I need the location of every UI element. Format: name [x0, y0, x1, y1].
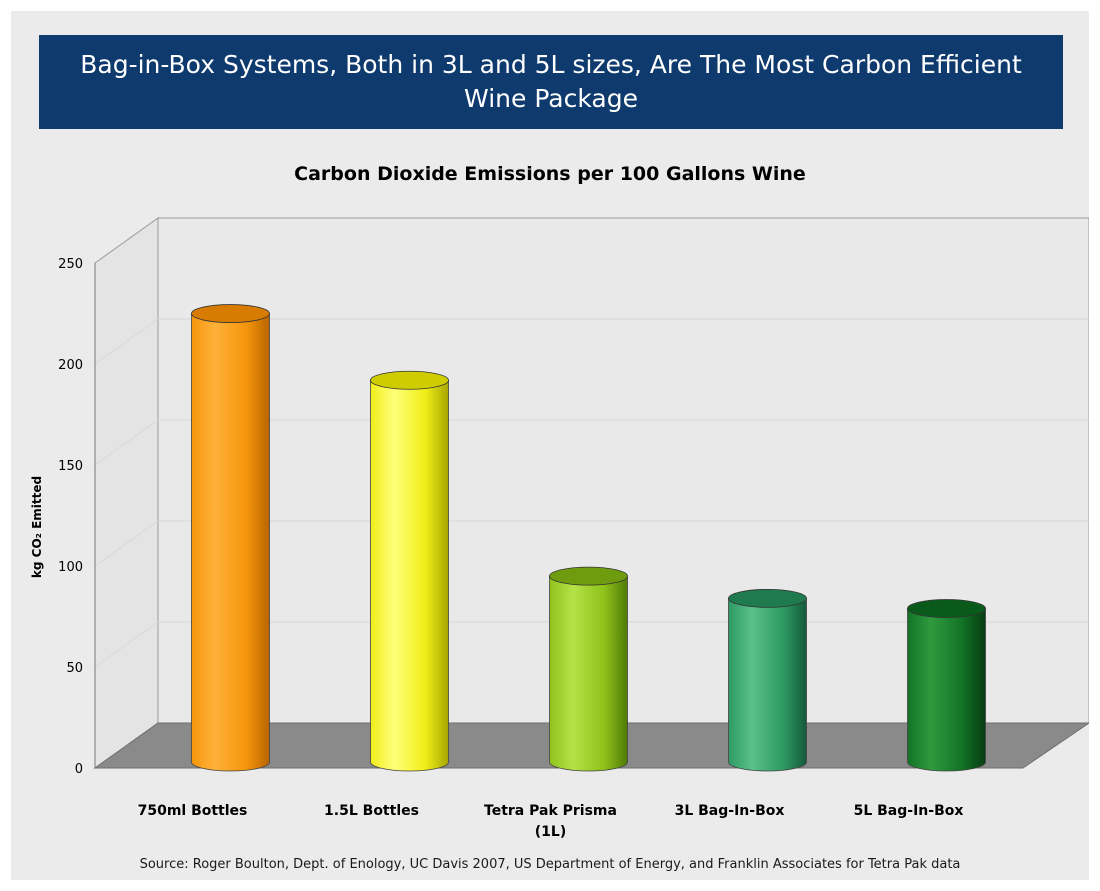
x-tick-label: Tetra Pak Prisma — [484, 803, 617, 819]
side-gridline — [94, 520, 159, 567]
chart-bars — [191, 304, 986, 772]
bar-2 — [549, 566, 628, 772]
title-banner: Bag-in-Box Systems, Both in 3L and 5L si… — [39, 35, 1063, 129]
source-note: Source: Roger Boulton, Dept. of Enology,… — [139, 857, 961, 872]
bar-body — [370, 379, 449, 772]
side-gridline — [94, 318, 159, 365]
y-tick-label: 100 — [58, 560, 83, 575]
bar-1 — [370, 370, 449, 772]
x-tick-label: 5L Bag-In-Box — [854, 803, 964, 819]
bar-top — [191, 304, 270, 323]
bar-body — [728, 597, 807, 772]
chart-title: Carbon Dioxide Emissions per 100 Gallons… — [294, 163, 806, 185]
y-tick-label: 200 — [58, 358, 83, 373]
x-tick-label: (1L) — [535, 824, 566, 840]
x-tick-label: 3L Bag-In-Box — [675, 803, 785, 819]
bar-3 — [728, 588, 807, 772]
y-axis-title: kg CO₂ Emitted — [30, 476, 44, 578]
bar-top — [907, 599, 986, 618]
x-tick-label: 1.5L Bottles — [324, 803, 419, 819]
bar-4 — [907, 599, 986, 772]
y-tick-label: 250 — [58, 257, 83, 272]
bar-0 — [191, 304, 270, 772]
y-tick-label: 50 — [66, 661, 83, 676]
bar-body — [191, 313, 270, 772]
x-axis-labels: 750ml Bottles 1.5L Bottles Tetra Pak Prism… — [138, 803, 964, 840]
banner-title: Bag-in-Box Systems, Both in 3L and 5L si… — [80, 50, 1022, 113]
bar-top — [728, 588, 807, 608]
bar-body — [907, 608, 986, 772]
y-axis-title-group: kg CO₂ Emitted — [30, 476, 44, 578]
side-gridline — [94, 419, 159, 466]
side-wall — [94, 217, 159, 769]
side-gridline — [94, 621, 159, 668]
y-tick-label: 150 — [58, 459, 83, 474]
y-axis: 0 50 100 150 200 250 — [58, 257, 96, 777]
slide-background: Bag-in-Box Systems, Both in 3L and 5L si… — [11, 11, 1089, 880]
bar-body — [549, 575, 628, 772]
bar-top — [370, 370, 449, 390]
x-tick-label: 750ml Bottles — [138, 803, 248, 819]
y-tick-label: 0 — [75, 762, 83, 777]
bar-chart: 0 50 100 150 200 250 750ml Bottles 1.5L Bottle… — [30, 217, 1089, 840]
bar-top — [549, 566, 628, 586]
